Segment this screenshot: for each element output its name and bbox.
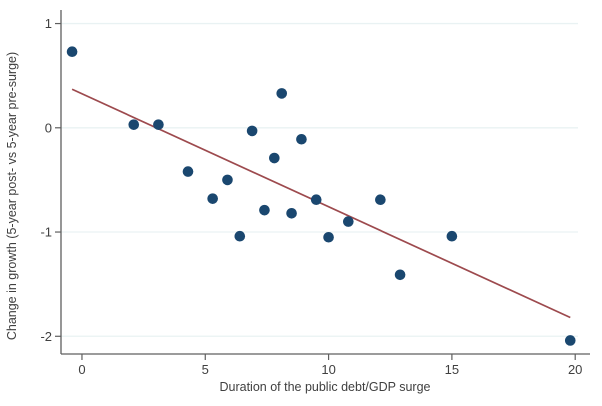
scatter-point bbox=[246, 125, 258, 137]
scatter-point bbox=[182, 166, 194, 177]
y-tick-label: -1 bbox=[40, 225, 52, 240]
scatter-point bbox=[128, 119, 140, 130]
y-axis-title: Change in growth (5-year post- vs 5-year… bbox=[5, 52, 19, 340]
scatter-point bbox=[207, 193, 218, 204]
scatter-point bbox=[394, 269, 406, 281]
trend-line bbox=[71, 88, 571, 319]
scatter-point bbox=[153, 119, 164, 130]
tick-marks bbox=[55, 22, 576, 360]
scatter-point bbox=[343, 216, 354, 227]
scatter-point bbox=[323, 231, 334, 243]
tick-labels: 10-1-20 5 10 15 20 bbox=[40, 16, 582, 377]
y-tick-label: 0 bbox=[45, 120, 52, 135]
scatter-points-layer bbox=[66, 46, 576, 346]
scatter-point bbox=[375, 194, 386, 206]
scatter-point bbox=[286, 207, 297, 219]
x-tick-label: 0 bbox=[78, 362, 85, 377]
scatter-point bbox=[296, 133, 307, 145]
scatter-point bbox=[234, 230, 246, 242]
scatter-point bbox=[564, 335, 576, 346]
trend-line-layer bbox=[71, 88, 571, 319]
x-tick-label: 10 bbox=[321, 362, 335, 377]
gridlines bbox=[61, 22, 578, 337]
scatter-point bbox=[222, 174, 233, 186]
y-tick-label: 1 bbox=[45, 16, 52, 31]
scatter-point bbox=[269, 152, 280, 164]
x-tick-label: 5 bbox=[202, 362, 209, 377]
x-tick-label: 15 bbox=[445, 362, 459, 377]
y-tick-label: -2 bbox=[40, 329, 52, 344]
scatter-point bbox=[310, 194, 322, 206]
axes bbox=[60, 10, 590, 355]
scatter-point bbox=[446, 230, 458, 242]
scatter-point bbox=[66, 46, 78, 57]
scatter-point bbox=[276, 88, 288, 99]
x-axis-title: Duration of the public debt/GDP surge bbox=[219, 380, 430, 394]
scatter-point bbox=[259, 204, 270, 216]
x-tick-label: 20 bbox=[568, 362, 582, 377]
